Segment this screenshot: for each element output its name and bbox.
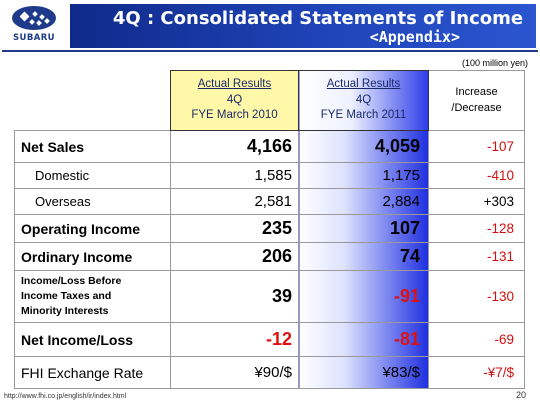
row-label: Domestic	[14, 162, 171, 189]
value-change: -69	[428, 322, 525, 357]
value-change: -410	[428, 162, 525, 189]
header-fy2011-line3: FYE March 2011	[320, 109, 407, 122]
header-fy2011-line2: 4Q	[355, 93, 372, 106]
header-divider	[2, 50, 538, 52]
row-label-line: Minority Interests	[21, 305, 109, 318]
value-change: -131	[428, 242, 525, 271]
page-subtitle: <Appendix>	[369, 28, 460, 46]
value-fy2011: 107	[298, 214, 429, 243]
page-title: 4Q : Consolidated Statements of Income	[112, 8, 524, 29]
value-fy2010: 1,585	[170, 162, 299, 189]
table-row-pretax-income: Income/Loss Before Income Taxes and Mino…	[14, 270, 525, 323]
value-change: -¥7/$	[428, 356, 525, 389]
table-row-ordinary-income: Ordinary Income 206 74 -131	[14, 242, 525, 271]
value-fy2010: 2,581	[170, 188, 299, 215]
logo-wordmark: SUBARU	[13, 33, 55, 43]
footer-url-link[interactable]: http://www.fhi.co.jp/english/ir/index.ht…	[4, 393, 127, 400]
table-row-operating-income: Operating Income 235 107 -128	[14, 214, 525, 243]
table-row-net-sales: Net Sales 4,166 4,059 -107	[14, 130, 525, 163]
subaru-star-emblem	[12, 6, 56, 30]
unit-note: (100 million yen)	[461, 58, 528, 68]
row-label: Overseas	[14, 188, 171, 215]
row-label: Net Sales	[14, 130, 171, 163]
row-label-line: Income/Loss Before	[21, 274, 122, 287]
header-fy2010-line3: FYE March 2010	[191, 109, 278, 122]
value-change: +303	[428, 188, 525, 215]
header-fy2010-line1: Actual Results	[197, 78, 272, 91]
table-row-overseas: Overseas 2,581 2,884 +303	[14, 188, 525, 215]
page-number: 20	[515, 390, 526, 400]
value-fy2011: 1,175	[298, 162, 429, 189]
value-fy2011: 2,884	[298, 188, 429, 215]
value-change: -107	[428, 130, 525, 163]
subaru-logo: SUBARU	[2, 2, 66, 48]
table-row-exchange-rate: FHI Exchange Rate ¥90/$ ¥83/$ -¥7/$	[14, 356, 525, 389]
row-label: Operating Income	[14, 214, 171, 243]
table-row-net-income: Net Income/Loss -12 -81 -69	[14, 322, 525, 357]
table-row-domestic: Domestic 1,585 1,175 -410	[14, 162, 525, 189]
header-fy2010-line2: 4Q	[226, 93, 243, 106]
value-fy2010: 39	[170, 270, 299, 323]
header-fy2011-line1: Actual Results	[326, 78, 401, 91]
income-statement-table: Actual Results 4Q FYE March 2010 Actual …	[14, 70, 525, 389]
header-change: Increase /Decrease	[428, 70, 525, 131]
header-change-line2: /Decrease	[451, 101, 502, 114]
table-header-row: Actual Results 4Q FYE March 2010 Actual …	[14, 70, 525, 131]
row-label: Ordinary Income	[14, 242, 171, 271]
value-fy2010: 235	[170, 214, 299, 243]
value-fy2011: 4,059	[298, 130, 429, 163]
header-blank-cell	[14, 70, 171, 131]
value-fy2010: 4,166	[170, 130, 299, 163]
value-fy2011: 74	[298, 242, 429, 271]
row-label: FHI Exchange Rate	[14, 356, 171, 389]
row-label: Net Income/Loss	[14, 322, 171, 357]
title-bar: 4Q : Consolidated Statements of Income <…	[70, 4, 536, 48]
header-change-line1: Increase	[455, 86, 498, 99]
row-label: Income/Loss Before Income Taxes and Mino…	[14, 270, 171, 323]
header-fy2010: Actual Results 4Q FYE March 2010	[170, 70, 299, 131]
value-fy2011: -91	[298, 270, 429, 323]
value-fy2010: -12	[170, 322, 299, 357]
header-fy2011: Actual Results 4Q FYE March 2011	[298, 70, 429, 131]
row-label-line: Income Taxes and	[21, 289, 112, 302]
value-fy2010: ¥90/$	[170, 356, 299, 389]
value-fy2011: ¥83/$	[298, 356, 429, 389]
value-fy2011: -81	[298, 322, 429, 357]
value-change: -130	[428, 270, 525, 323]
value-fy2010: 206	[170, 242, 299, 271]
value-change: -128	[428, 214, 525, 243]
